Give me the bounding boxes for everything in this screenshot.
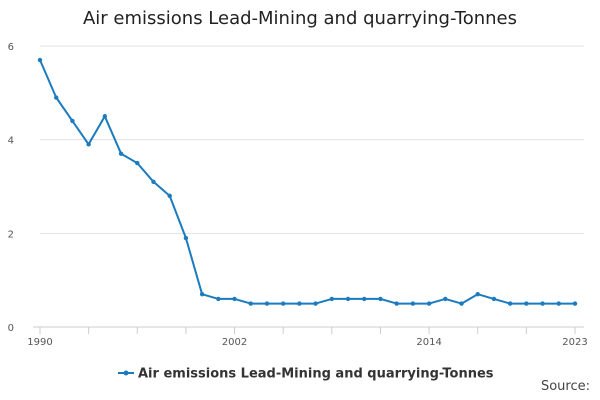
data-point bbox=[313, 301, 318, 306]
data-point bbox=[232, 296, 237, 302]
data-point bbox=[54, 95, 59, 100]
data-point bbox=[248, 301, 253, 306]
legend-label: Air emissions Lead-Mining and quarrying-… bbox=[138, 367, 494, 382]
x-tick-label: 1990 bbox=[27, 337, 52, 348]
data-point bbox=[378, 296, 383, 302]
data-point bbox=[151, 179, 156, 185]
data-point bbox=[394, 301, 399, 306]
data-point bbox=[37, 57, 43, 63]
data-point bbox=[426, 301, 432, 306]
data-point bbox=[507, 301, 513, 306]
x-tick-label: 2023 bbox=[562, 337, 587, 348]
y-tick-label: 4 bbox=[8, 136, 14, 147]
legend-marker bbox=[123, 370, 129, 376]
data-point bbox=[459, 301, 464, 306]
data-point bbox=[329, 296, 335, 302]
data-point bbox=[524, 301, 529, 306]
data-point bbox=[199, 292, 205, 297]
y-tick-label: 0 bbox=[8, 323, 14, 334]
data-point bbox=[70, 118, 75, 124]
data-point bbox=[280, 301, 286, 306]
data-point bbox=[410, 301, 416, 306]
data-point bbox=[475, 292, 480, 297]
data-point bbox=[135, 160, 140, 166]
data-point bbox=[362, 296, 367, 302]
chart-title: Air emissions Lead-Mining and quarrying-… bbox=[82, 8, 518, 29]
data-point bbox=[86, 142, 91, 147]
data-point bbox=[118, 151, 124, 156]
data-point bbox=[167, 193, 172, 199]
source-label: Source: bbox=[540, 379, 590, 394]
data-point bbox=[345, 296, 351, 302]
data-point bbox=[102, 114, 108, 119]
y-tick-label: 2 bbox=[8, 229, 14, 240]
data-point bbox=[183, 235, 189, 241]
data-point bbox=[540, 301, 545, 306]
x-tick-label: 2014 bbox=[416, 337, 441, 348]
data-point bbox=[264, 301, 270, 306]
x-tick-label: 2002 bbox=[222, 337, 247, 348]
data-point bbox=[297, 301, 302, 306]
data-point bbox=[443, 296, 448, 302]
data-point bbox=[491, 296, 497, 302]
y-tick-label: 6 bbox=[8, 42, 14, 53]
data-point bbox=[216, 296, 221, 302]
data-point bbox=[556, 301, 561, 306]
data-point bbox=[572, 301, 578, 306]
series-line bbox=[39, 59, 575, 305]
